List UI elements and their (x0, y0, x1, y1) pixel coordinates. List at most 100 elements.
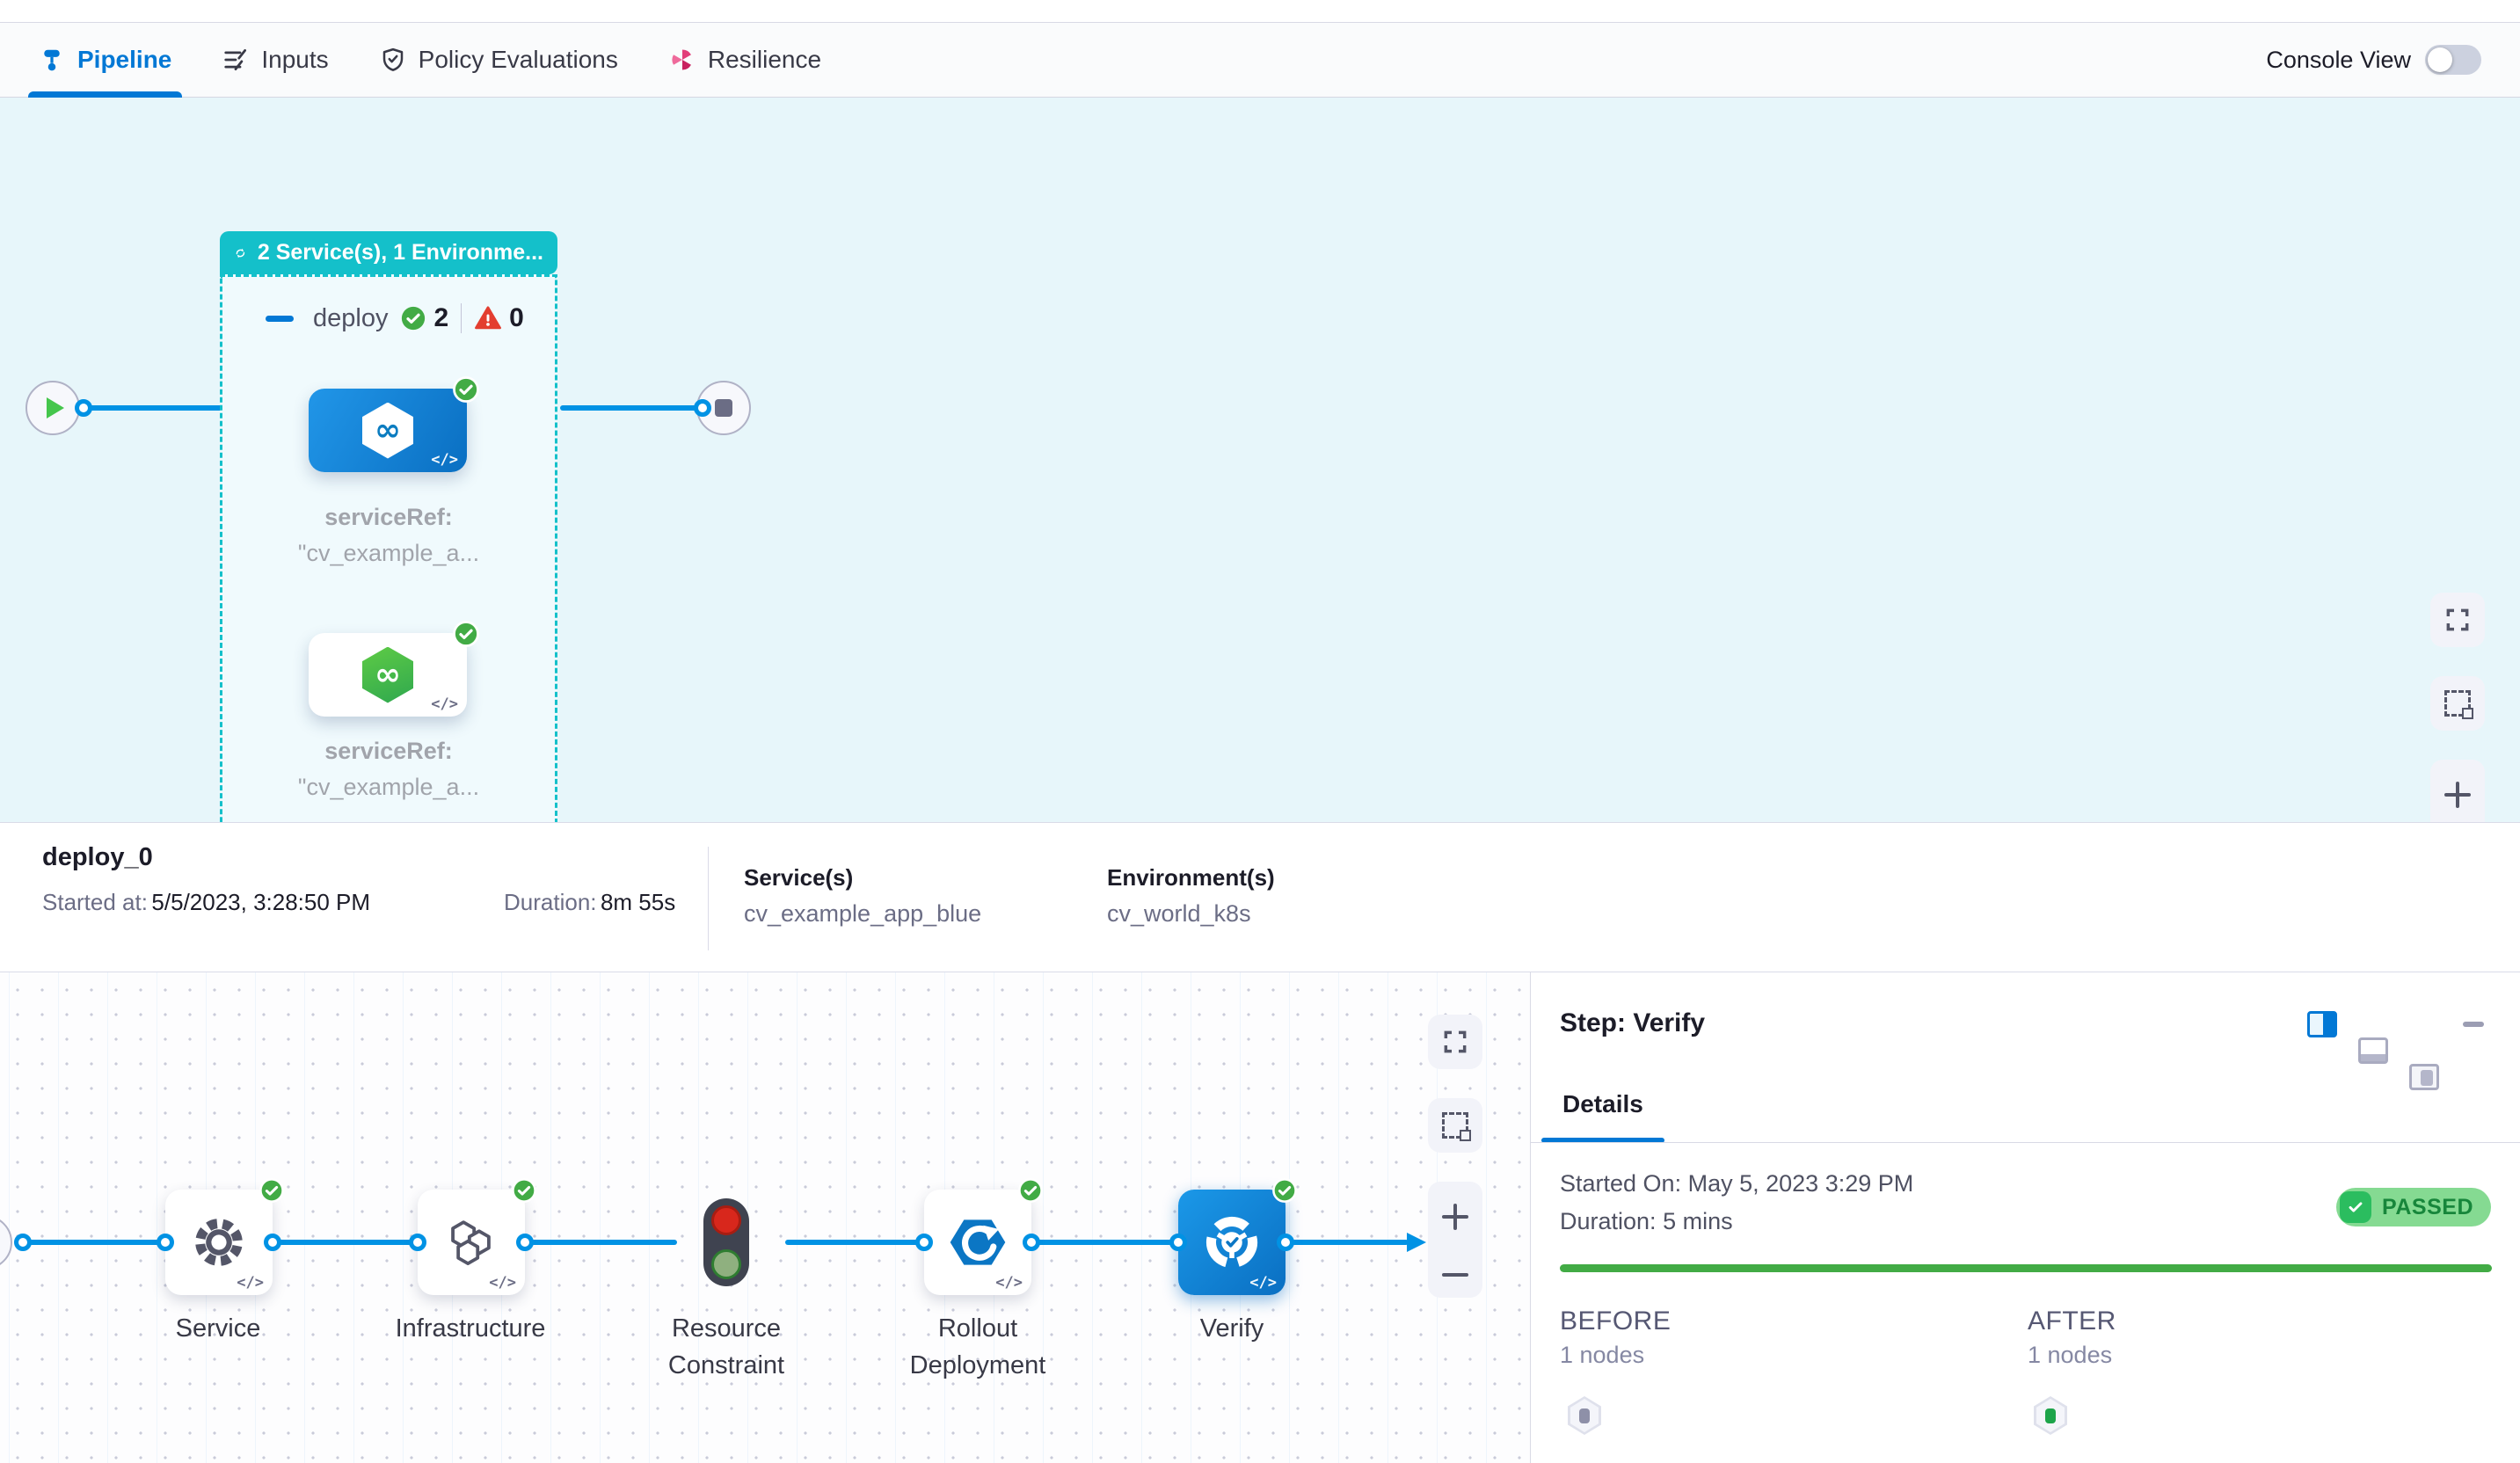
step-duration-row: Duration: 5 mins (1560, 1208, 1733, 1235)
port (264, 1234, 281, 1251)
zoom-controls (2430, 760, 2485, 822)
stage-id: deploy_0 (42, 843, 153, 871)
link-stage-to-end (560, 405, 703, 411)
tab-details[interactable]: Details (1562, 1090, 1643, 1117)
zoom-in-button[interactable] (2444, 781, 2471, 808)
console-view-toggle[interactable] (2425, 45, 2481, 75)
success-badge-icon (1272, 1178, 1297, 1203)
before-node-status (1579, 1408, 1590, 1423)
pipeline-icon (44, 49, 60, 71)
harness-hexagon-icon: ∞ (362, 646, 413, 703)
code-icon: </> (1249, 1274, 1277, 1292)
end-connector-port (694, 399, 711, 417)
panel-tab-divider (1531, 1142, 2520, 1143)
execution-graph-canvas: </> </> </> (0, 972, 1530, 1463)
started-at-row: Started at: 5/5/2023, 3:28:50 PM (42, 889, 370, 916)
step-duration-label: Duration: (1560, 1208, 1657, 1234)
inputs-icon (224, 49, 247, 70)
before-count: 1 nodes (1560, 1342, 1645, 1368)
layout-floating-panel-button[interactable] (2409, 1064, 2439, 1090)
infinity-glyph: ∞ (375, 657, 401, 693)
layout-right-panel-button[interactable] (2307, 1011, 2337, 1037)
service-node-green[interactable]: ∞ </> (309, 621, 479, 717)
port (1169, 1234, 1187, 1251)
marquee-select-button[interactable] (1428, 1098, 1482, 1153)
service-node-blue[interactable]: ∞ </> (309, 376, 479, 472)
step-service[interactable]: </> (165, 1178, 284, 1295)
step-rollout-deployment[interactable]: </> (924, 1178, 1043, 1295)
marquee-select-button[interactable] (2430, 676, 2485, 731)
before-label: BEFORE (1560, 1307, 1672, 1336)
tab-resilience-label: Resilience (707, 46, 822, 73)
tab-policy-evaluations[interactable]: Policy Evaluations (380, 23, 618, 98)
port (516, 1234, 534, 1251)
green-light-icon (711, 1249, 741, 1279)
step-started-value: May 5, 2023 3:29 PM (1687, 1170, 1914, 1197)
collapse-stage-icon[interactable] (266, 315, 294, 322)
environments-value: cv_world_k8s (1107, 900, 1251, 927)
stage-graph-canvas: 2 Service(s), 1 Environme... deploy 2 0 … (0, 98, 2520, 822)
step-infrastructure[interactable]: </> (418, 1178, 536, 1295)
port (1277, 1234, 1294, 1251)
tab-details-underline (1541, 1138, 1664, 1143)
step-details-panel: Step: Verify Details Started On: May 5, … (1530, 972, 2520, 1463)
tab-pipeline-label: Pipeline (77, 46, 172, 73)
after-node-status (2045, 1408, 2056, 1423)
zoom-in-button[interactable] (1442, 1203, 1468, 1230)
link-start-to-stage (84, 405, 222, 411)
step-verify[interactable]: </> (1178, 1178, 1297, 1295)
fullscreen-button[interactable] (2430, 593, 2485, 647)
after-node-hexagon[interactable] (2034, 1396, 2067, 1435)
stage-success-count: 2 (433, 303, 449, 332)
layout-bottom-panel-button[interactable] (2358, 1037, 2388, 1064)
step-label-rollout-deployment: Rollout Deployment (909, 1314, 1046, 1379)
resilience-icon (672, 49, 691, 70)
before-node-hexagon[interactable] (1568, 1396, 1601, 1435)
link-5 (1031, 1240, 1178, 1245)
stage-selection-box[interactable] (220, 274, 557, 822)
step-resource-constraint[interactable] (703, 1198, 749, 1286)
passed-check-icon (2340, 1191, 2372, 1223)
minimize-panel-button[interactable] (2463, 1022, 2484, 1027)
info-divider (708, 847, 709, 950)
infinity-glyph: ∞ (375, 412, 401, 448)
harness-hexagon-icon: ∞ (362, 402, 413, 459)
stage-info-bar: deploy_0 Started at: 5/5/2023, 3:28:50 P… (0, 822, 2520, 972)
step-label-service: Service (175, 1314, 261, 1343)
tab-inputs[interactable]: Inputs (222, 23, 329, 98)
services-value: cv_example_app_blue (744, 900, 982, 927)
tab-pipeline[interactable]: Pipeline (27, 23, 183, 98)
success-badge-icon (259, 1178, 284, 1203)
step-label-infrastructure: Infrastructure (395, 1314, 546, 1343)
rollout-deployment-icon (950, 1219, 1006, 1265)
fullscreen-icon (1444, 1030, 1467, 1053)
tab-resilience[interactable]: Resilience (669, 23, 821, 98)
zoom-out-button[interactable] (1442, 1272, 1468, 1277)
tab-inputs-label: Inputs (261, 46, 329, 73)
link-4 (785, 1240, 924, 1245)
port (1023, 1234, 1040, 1251)
status-badge-label: PASSED (2382, 1194, 2473, 1219)
success-badge-icon (453, 621, 479, 647)
red-light-icon (711, 1205, 741, 1235)
fullscreen-button[interactable] (1428, 1015, 1482, 1069)
link-arrowhead (1407, 1233, 1426, 1252)
window-top-strip (0, 0, 2520, 23)
marquee-icon (1442, 1112, 1471, 1141)
link-1 (23, 1240, 165, 1245)
started-at-label: Started at: (42, 889, 148, 915)
code-icon: </> (431, 695, 458, 713)
step-label-verify: Verify (1199, 1314, 1264, 1343)
stage-header[interactable]: deploy 2 0 (266, 303, 524, 333)
port (157, 1234, 174, 1251)
link-3 (525, 1240, 677, 1245)
exec-start-port (14, 1234, 32, 1251)
service-gear-icon (195, 1219, 243, 1266)
stop-icon (715, 399, 732, 417)
marquee-icon (2444, 690, 2473, 719)
stage-group-badge[interactable]: 2 Service(s), 1 Environme... (220, 231, 557, 274)
code-icon: </> (237, 1274, 264, 1292)
infrastructure-hexagons-icon (451, 1220, 491, 1266)
duration-value: 8m 55s (600, 889, 676, 915)
tab-policy-evaluations-label: Policy Evaluations (418, 46, 618, 73)
